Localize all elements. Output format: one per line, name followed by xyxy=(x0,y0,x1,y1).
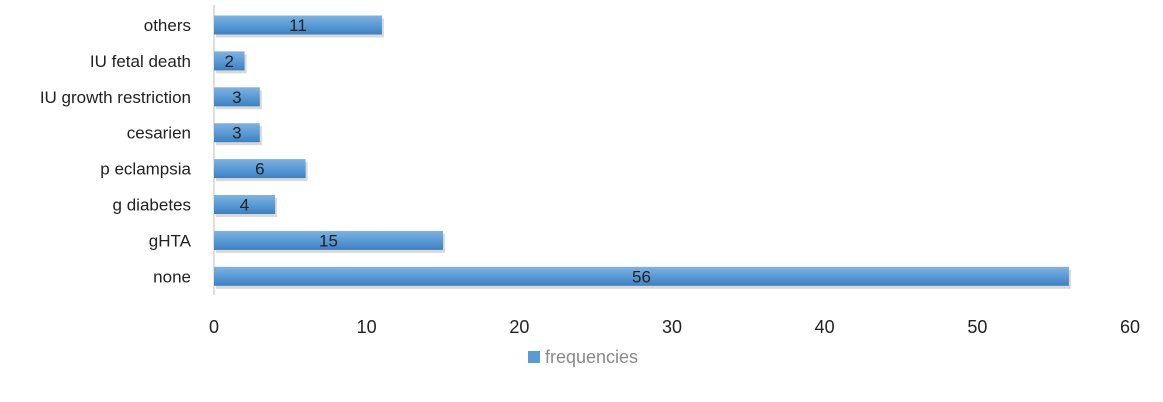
legend-swatch xyxy=(528,351,540,363)
x-tick-label: 0 xyxy=(209,317,219,337)
category-label: none xyxy=(153,267,191,286)
bar xyxy=(214,15,382,35)
bar xyxy=(214,87,260,107)
data-label: 4 xyxy=(240,196,249,215)
bar xyxy=(214,230,443,250)
labels-layer: 0 10 20 30 40 50 60 others 11 IU fetal death 2 IU g… xyxy=(40,16,1140,337)
data-label: 6 xyxy=(255,160,264,179)
bar xyxy=(214,159,306,179)
category-label: IU growth restriction xyxy=(40,88,191,107)
x-tick-label: 20 xyxy=(509,317,529,337)
x-tick-label: 40 xyxy=(815,317,835,337)
category-label: cesarien xyxy=(127,124,191,143)
bar xyxy=(214,51,245,71)
legend: frequencies xyxy=(528,347,638,367)
bar xyxy=(214,195,276,214)
category-label: p eclampsia xyxy=(100,160,191,179)
bars-layer xyxy=(214,15,1071,289)
bar xyxy=(214,123,260,143)
bar xyxy=(214,266,1069,286)
data-label: 11 xyxy=(289,16,307,35)
x-tick-label: 60 xyxy=(1120,317,1140,337)
data-label: 56 xyxy=(632,267,651,286)
category-label: others xyxy=(144,16,191,35)
data-label: 3 xyxy=(232,88,241,107)
data-label: 15 xyxy=(319,231,338,250)
data-label: 3 xyxy=(232,124,241,143)
data-label: 2 xyxy=(225,52,234,71)
category-label: IU fetal death xyxy=(90,52,191,71)
x-tick-label: 50 xyxy=(967,317,987,337)
x-tick-label: 30 xyxy=(662,317,682,337)
category-label: gHTA xyxy=(149,231,192,250)
legend-label: frequencies xyxy=(545,347,638,367)
category-label: g diabetes xyxy=(113,196,191,215)
x-tick-label: 10 xyxy=(357,317,377,337)
